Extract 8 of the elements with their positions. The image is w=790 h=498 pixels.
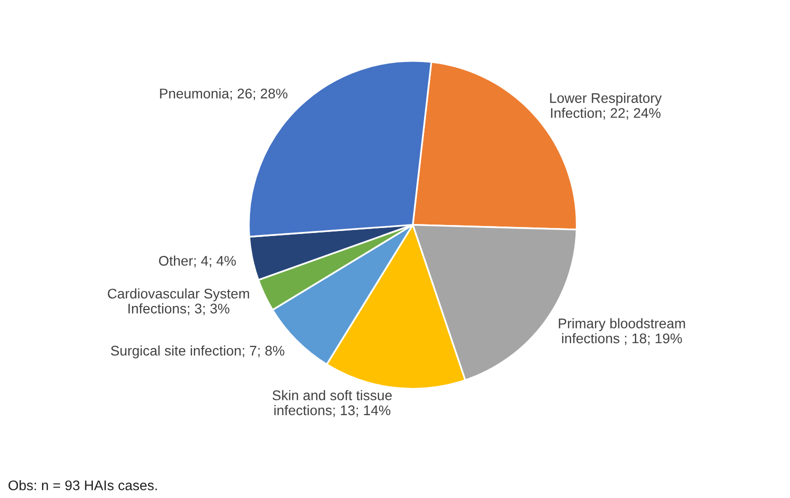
slice-label: Skin and soft tissue infections; 13; 14% (272, 390, 392, 417)
slice-label: Cardiovascular System Infections; 3; 3% (108, 288, 250, 316)
slice-label: Other; 4; 4% (159, 256, 236, 268)
slice-label: Pneumonia; 26; 28% (160, 88, 288, 100)
slice-label: Lower Respiratory Infection; 22; 24% (550, 92, 662, 120)
slice-label: Primary bloodstream infections ; 18; 19% (558, 318, 685, 345)
slice-label: Surgical site infection; 7; 8% (110, 345, 284, 358)
text: Obs: n = 93 HAIs cases. (8, 480, 157, 490)
